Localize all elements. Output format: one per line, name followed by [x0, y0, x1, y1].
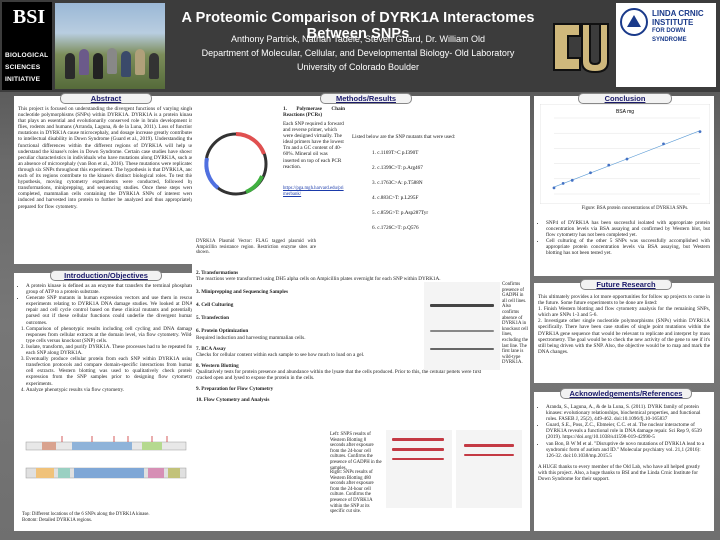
future-text: This ultimately provides a lot more oppo…: [538, 294, 710, 355]
mutant-item: 5. c.859G>T: p.Asp287Tyr: [372, 210, 429, 216]
intro-figure-caption-bottom: Bottom: Detailed DYRK1A regions.: [22, 518, 93, 523]
conclusion-bullets: SNP4 of DYRK1A has been successful isola…: [538, 220, 710, 257]
methods-heading: Methods/Results: [320, 93, 412, 104]
cu-boulder-logo-icon: [553, 23, 609, 74]
intro-bullet: Comparison of phenotypic results includi…: [26, 326, 193, 344]
step-text: Qualitatively tests for protein presence…: [196, 368, 482, 382]
abstract-panel: [14, 96, 197, 264]
chart-point: [625, 157, 629, 161]
intro-panel: [14, 273, 197, 531]
mutant-item: 1. c.1169T>C p.I390T: [372, 150, 419, 156]
mutant-item: 4. c.883C>T: p.L295F: [372, 195, 419, 201]
future-intro: This ultimately provides a lot more oppo…: [538, 294, 710, 307]
pcr-step-title: 1. Polymerase Chain Reactions (PCRs): [283, 106, 345, 119]
bsi-logo: BSI BIOLOGICAL SCIENCES INITIATIVE: [2, 2, 52, 90]
crnic-line-2: INSTITUTE: [652, 18, 694, 27]
chart-caption: Figure: BSA protein concentrations of DY…: [581, 206, 689, 211]
chart-point: [698, 130, 702, 134]
author-list: Anthony Partrick, Nathan Tadele, Steven …: [231, 34, 485, 44]
intro-bullet: Analyze phenotypic results via flow cyto…: [26, 387, 193, 393]
step-title: 5. Transfection: [196, 315, 229, 322]
step-title: 3. Miniprepping and Sequencing Samples: [196, 289, 289, 296]
step-title: 2. Transformations: [196, 270, 239, 276]
step-title: 9. Preparation for Flow Cytometry: [196, 386, 274, 393]
bsa-chart: BSA mg: [540, 104, 710, 204]
crnic-line-3: FOR DOWN SYNDROME: [652, 28, 687, 43]
intro-bullet: Generate SNP mutants in human expression…: [26, 295, 193, 325]
chart-point: [607, 163, 611, 167]
chart-point: [570, 178, 574, 182]
intro-bullet: A protein kinase is defined as an enzyme…: [26, 283, 193, 295]
intro-bullets: A protein kinase is defined as an enzyme…: [18, 283, 193, 393]
future-item: 1. Finish Western blotting and flow cyto…: [538, 306, 710, 319]
poster-header: BSI BIOLOGICAL SCIENCES INITIATIVE A Pro…: [0, 0, 720, 92]
poster-title: A Proteomic Comparison of DYRK1A Interac…: [181, 10, 535, 42]
chart-point: [662, 142, 665, 146]
dyrk1a-domain-figure: [25, 436, 187, 479]
thanks-text: A HUGE thanks to every member of the Old…: [538, 463, 701, 483]
mutant-item: 2. c.1399C>T: p.Arg467: [372, 165, 423, 171]
primerbank-link[interactable]: https://pga.mgh.harvard.edu/primerbank/: [283, 186, 344, 197]
step-title: 4. Cell Culturing: [196, 302, 234, 309]
conclusion-bullet: SNP4 of DYRK1A has been successful isola…: [546, 220, 710, 238]
step-title: 8. Western Blotting: [196, 362, 239, 369]
plasmid-caption: DYRK1A Plasmid Vector: FLAG tagged plasm…: [196, 239, 316, 256]
crnic-line-1: LINDA CRNIC: [652, 9, 704, 18]
bsi-line-2: SCIENCES: [5, 64, 41, 71]
conclusion-heading: Conclusion: [578, 93, 672, 104]
chart-point: [589, 171, 592, 175]
western-blot-right: [456, 430, 522, 508]
intro-heading: Introduction/Objectives: [50, 270, 162, 281]
university: University of Colorado Boulder: [296, 62, 420, 72]
future-item: 2. Investigate other single nucleotide p…: [538, 318, 710, 355]
intro-bullet: Isolate, transform, and purify DYRK1A. T…: [26, 344, 193, 356]
crnic-emblem-icon: [620, 8, 648, 36]
step-title: 10. Flow Cytometry and Analysis: [196, 397, 270, 404]
step-title: 7. BCA Assay: [196, 345, 226, 352]
plasmid-map-figure: [204, 132, 268, 196]
reference-item: van Bon, B W M et al. "Disruptive de nov…: [546, 441, 710, 459]
chart-points: [552, 130, 702, 190]
group-photo: [55, 3, 165, 89]
step-text: Required induction and harvesting mammal…: [196, 334, 306, 341]
references: Aranda, S., Laguna, A., & de la Luna, S.…: [538, 404, 710, 482]
blot-note: Confirms presence of GADPH in all cell l…: [502, 282, 528, 366]
future-heading: Future Research: [580, 279, 672, 290]
intro-bullet: Eventually produce cellular protein from…: [26, 356, 193, 386]
bsi-line-1: BIOLOGICAL: [5, 52, 49, 59]
chart-grid: [554, 117, 700, 195]
chart-title: BSA mg: [616, 109, 634, 115]
mutants-intro: Listed below are the SNP mutants that we…: [352, 134, 456, 140]
ack-panel: [534, 392, 714, 531]
abstract-heading: Abstract: [60, 93, 152, 104]
mutant-item: 6. c.1726C>T: p.Q576: [372, 225, 419, 231]
pcr-step-text: Each SNP required a forward and reverse …: [283, 121, 344, 170]
step-title: 6. Protein Optimization: [196, 328, 249, 335]
conclusion-bullet: Cell culturing of the other 5 SNPs was s…: [546, 238, 710, 256]
bsi-mark: BSI: [12, 6, 46, 28]
step-text: The reactions were transformed using DH5…: [196, 276, 441, 283]
method-steps: 2. Transformations The reactions were tr…: [196, 270, 496, 403]
abstract-text: This project is focused on understanding…: [18, 106, 193, 210]
department: Department of Molecular, Cellular, and D…: [201, 48, 515, 58]
western-blot-gadph: [424, 282, 500, 370]
ack-heading: Acknowledgements/References: [560, 388, 692, 399]
bsi-line-3: INITIATIVE: [5, 76, 41, 83]
chart-point: [561, 181, 565, 185]
future-panel: [534, 283, 714, 383]
mutant-list: 1. c.1169T>C p.I390T 2. c.1399C>T: p.Arg…: [372, 150, 512, 240]
reference-item: Aranda, S., Laguna, A., & de la Luna, S.…: [546, 404, 710, 422]
western-blot-left: [386, 430, 452, 508]
reference-item: Guard, S.E., Poss, Z.C., Ebmeier, C.C. e…: [546, 422, 710, 440]
left-blot-note: Left: SNPS results of Western Blotting 8…: [330, 432, 382, 471]
chart-point: [552, 186, 556, 190]
intro-figure-caption-top: Top: Different locations of the 6 SNPs a…: [22, 512, 150, 517]
step-text: Checks for cellular content within each …: [196, 351, 365, 358]
crnic-logo: LINDA CRNIC INSTITUTE FOR DOWN SYNDROME: [616, 3, 716, 87]
right-blot-note: Right: SNPs results of Western Blotting …: [330, 470, 374, 515]
mutant-item: 3. c.1763C>A: p.T588N: [372, 180, 423, 186]
